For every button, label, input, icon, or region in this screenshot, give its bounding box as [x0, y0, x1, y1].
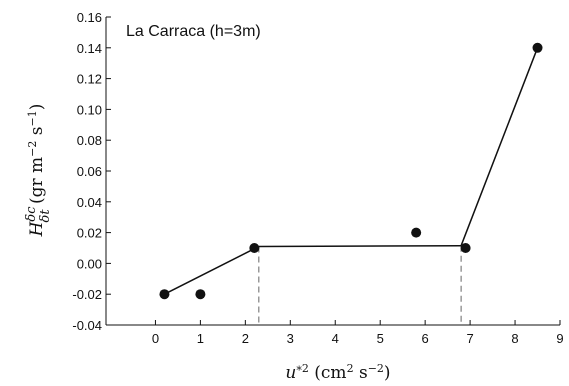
- x-tick-label: 0: [152, 331, 159, 346]
- x-tick-label: 9: [556, 331, 563, 346]
- x-tick-label: 8: [511, 331, 518, 346]
- chart-annotation: La Carraca (h=3m): [126, 23, 261, 40]
- y-tick-label: -0.04: [72, 318, 102, 333]
- svg-text:Hδcδt (gr m−2 s−1): Hδcδt (gr m−2 s−1): [24, 104, 53, 238]
- data-point: [195, 289, 206, 300]
- x-tick-label: 4: [332, 331, 339, 346]
- y-tick-label: 0.06: [77, 164, 102, 179]
- breakpoint-guides: [258, 245, 462, 325]
- axes: [105, 16, 561, 326]
- fit-segment: [164, 245, 260, 295]
- fit-segment: [460, 47, 539, 246]
- x-tick-label: 7: [466, 331, 473, 346]
- x-tick-label: 5: [377, 331, 384, 346]
- y-tick-label: 0.00: [77, 256, 102, 271]
- x-tick-label: 6: [422, 331, 429, 346]
- data-points: [159, 42, 543, 300]
- data-point: [159, 289, 170, 300]
- y-tick-label: 0.08: [77, 133, 102, 148]
- data-point: [460, 243, 471, 253]
- data-point: [532, 42, 543, 53]
- x-tick-label: 1: [197, 331, 204, 346]
- y-tick-label: 0.02: [77, 226, 102, 241]
- data-point: [411, 227, 422, 238]
- fit-segment: [258, 244, 462, 248]
- x-tick-label: 3: [287, 331, 294, 346]
- y-tick-label: 0.12: [77, 72, 102, 87]
- x-axis-title: u*2 (cm2 s−2): [285, 362, 390, 383]
- data-point: [249, 243, 260, 253]
- y-axis-title: Hδcδt (gr m−2 s−1): [24, 104, 53, 238]
- y-tick-label: -0.02: [72, 287, 102, 302]
- y-tick-label: 0.10: [77, 102, 102, 117]
- y-tick-label: 0.14: [77, 41, 102, 56]
- y-tick-label: 0.04: [77, 195, 102, 210]
- x-tick-label: 2: [242, 331, 249, 346]
- tick-labels: -0.04 -0.02 0.00 0.02 0.04 0.06 0.08 0.10 0.12 0.…: [72, 10, 563, 346]
- fit-lines: [164, 47, 539, 295]
- y-tick-label: 0.16: [77, 10, 102, 25]
- svg-text:u*2 (cm2 s−2): u*2 (cm2 s−2): [285, 362, 390, 383]
